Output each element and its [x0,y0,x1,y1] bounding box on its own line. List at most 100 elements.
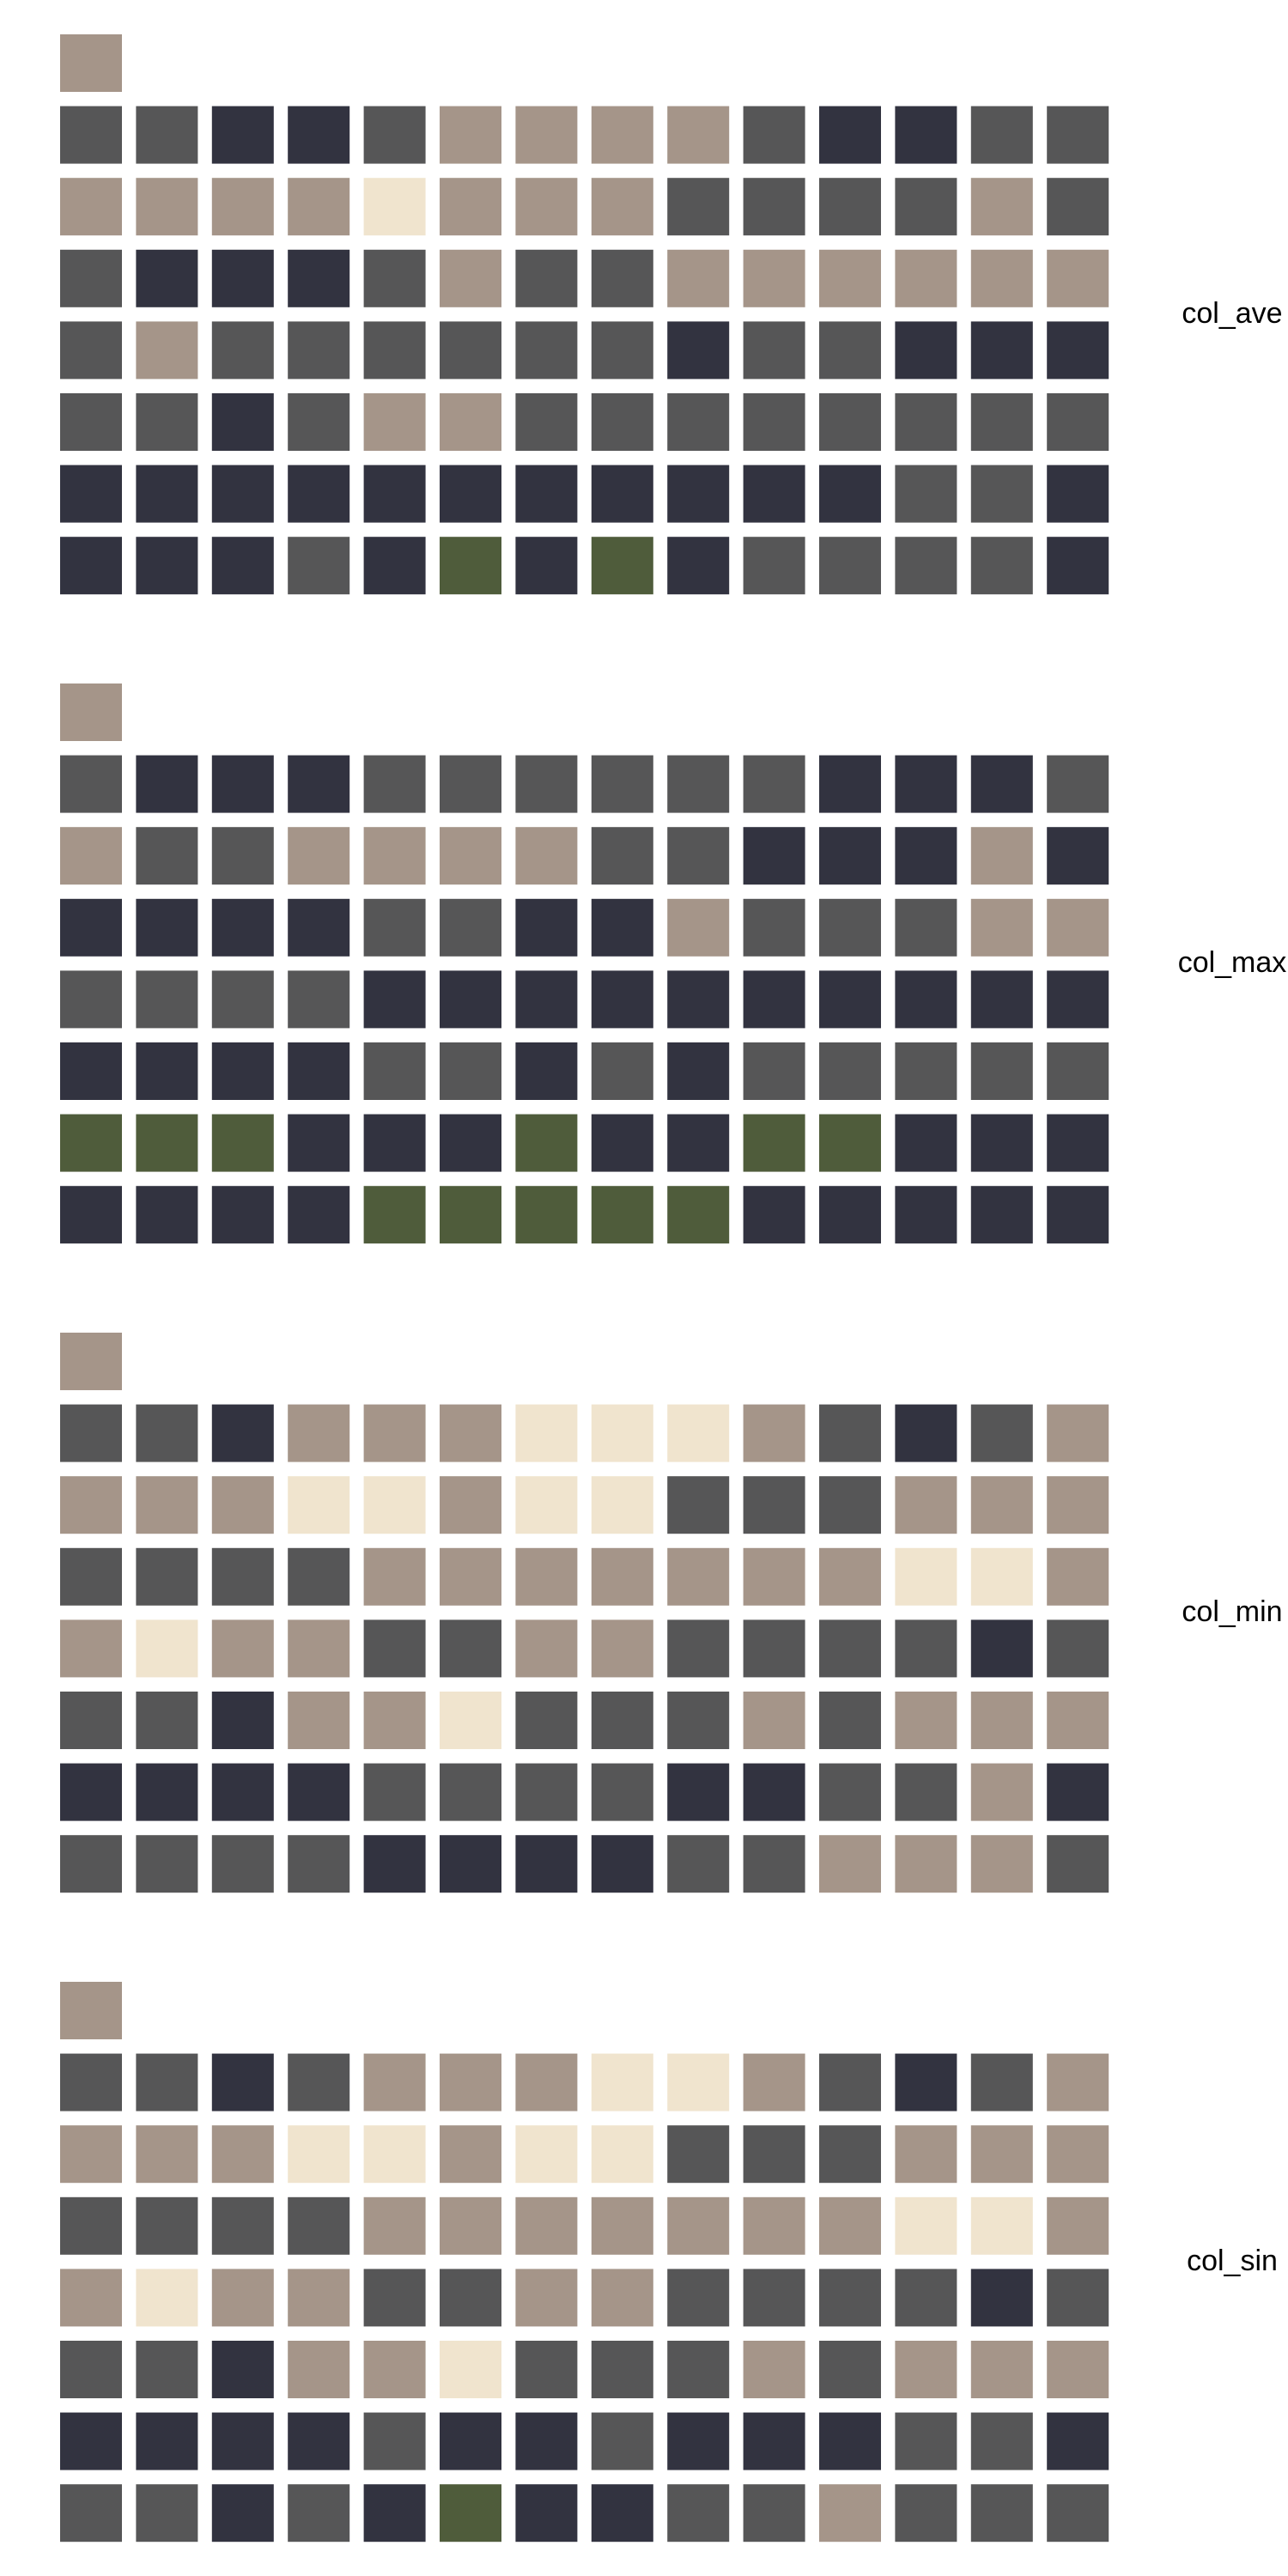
tile-col-max-r7-c3 [211,1186,274,1244]
tile-col-min-r3-c9 [667,1547,730,1606]
tile-col-ave-r5-c12 [895,393,957,451]
tile-col-sin-r5-c10 [743,2341,805,2398]
tile-col-max-r2-c10 [743,827,805,885]
tile-col-min-r7-c6 [440,1835,501,1893]
tile-col-sin-r2-c9 [667,2125,730,2184]
tile-col-ave-r1-c1 [60,106,122,164]
tile-col-min-r2-c6 [440,1476,501,1534]
tile-col-max-r6-c14 [1047,1114,1109,1172]
tile-col-min-r2-c8 [591,1476,653,1534]
tile-col-min-r4-c8 [591,1619,653,1678]
tile-col-max-r3-c8 [591,898,653,957]
tile-col-max-r5-c12 [895,1042,957,1100]
tile-col-min-r4-c9 [667,1619,730,1678]
tile-col-ave-r7-c4 [288,537,350,595]
tile-col-max-r6-c5 [363,1114,426,1172]
tile-col-min-r5-c14 [1047,1692,1109,1749]
tile-col-ave-r1-c9 [667,106,730,164]
tile-col-sin-r7-c7 [515,2484,578,2543]
tile-col-ave-r2-c10 [743,178,805,236]
tile-col-min-r2-c12 [895,1476,957,1534]
panel-col-ave [60,34,1109,595]
tile-col-ave-r4-c7 [515,321,578,380]
tile-col-sin-r6-c5 [363,2412,426,2470]
tile-col-max-r2-c14 [1047,827,1109,885]
tile-col-max-r1-c4 [288,755,350,813]
tile-col-sin-r2-c6 [440,2125,501,2184]
tile-col-max-r4-c5 [363,970,426,1029]
tile-col-sin-r3-c6 [440,2196,501,2255]
tile-col-ave-r7-c1 [60,537,122,595]
tile-col-ave-r2-c14 [1047,178,1109,236]
tile-col-min-r7-c10 [743,1835,805,1893]
tile-col-min-r4-c7 [515,1619,578,1678]
tile-col-max-r1-c5 [363,755,426,813]
tile-col-min-r6-c3 [211,1763,274,1821]
tile-col-min-r2-c7 [515,1476,578,1534]
tile-col-sin-r7-c5 [363,2484,426,2543]
tile-col-min-r6-c5 [363,1763,426,1821]
tile-col-max-r5-c9 [667,1042,730,1100]
tile-col-sin-r2-c14 [1047,2125,1109,2184]
tile-col-max-r3-c4 [288,898,350,957]
tile-col-sin-r1-c10 [743,2053,805,2111]
tile-col-ave-r3-c12 [895,249,957,307]
tile-col-max-r3-c12 [895,898,957,957]
tile-col-max-r5-c13 [970,1042,1033,1100]
tile-col-max-r6-c7 [515,1114,578,1172]
tile-col-sin-r6-c9 [667,2412,730,2470]
tile-col-max-r5-c7 [515,1042,578,1100]
tile-col-min-r5-c4 [288,1692,350,1749]
tile-col-max-r7-c6 [440,1186,501,1244]
tile-col-sin-r4-c6 [440,2269,501,2327]
tile-col-sin-r7-c6 [440,2484,501,2543]
tile-col-ave-r3-c2 [136,249,198,307]
tile-col-ave-r1-c13 [970,106,1033,164]
tile-col-sin-r7-c8 [591,2484,653,2543]
tile-col-sin-r5-c4 [288,2341,350,2398]
tile-col-min-r7-c11 [819,1835,881,1893]
tile-col-min-r7-c12 [895,1835,957,1893]
tile-col-sin-r3-c1 [60,2196,122,2255]
tile-col-sin-r5-c13 [970,2341,1033,2398]
tile-col-sin-r1-c3 [211,2053,274,2111]
tile-col-min-r6-c6 [440,1763,501,1821]
tile-col-min-r1-c3 [211,1404,274,1462]
tile-col-ave-r7-c14 [1047,537,1109,595]
tile-col-max-r3-c7 [515,898,578,957]
tile-col-ave-r5-c10 [743,393,805,451]
tile-col-max-r3-c13 [970,898,1033,957]
tile-col-min-r5-c10 [743,1692,805,1749]
tile-col-ave-r1-c7 [515,106,578,164]
tile-col-sin-r2-c12 [895,2125,957,2184]
tile-col-sin-r3-c4 [288,2196,350,2255]
tile-col-min-r1-c2 [136,1404,198,1462]
tile-col-max-r2-c8 [591,827,653,885]
tile-col-ave-r3-c9 [667,249,730,307]
tile-col-sin-r3-c11 [819,2196,881,2255]
tile-col-sin-r5-c6 [440,2341,501,2398]
tile-col-min-r5-c8 [591,1692,653,1749]
tile-col-max-r2-c1 [60,827,122,885]
tile-col-max-r5-c1 [60,1042,122,1100]
tile-col-sin-r1-c11 [819,2053,881,2111]
tile-col-ave-r6-c7 [515,465,578,523]
tile-col-sin-r3-c7 [515,2196,578,2255]
tile-col-max-r3-c9 [667,898,730,957]
tile-col-ave-r2-c11 [819,178,881,236]
tile-col-min-r3-c14 [1047,1547,1109,1606]
tile-col-sin-r6-c3 [211,2412,274,2470]
tile-col-min-r1-c11 [819,1404,881,1462]
tile-col-min-r1-c9 [667,1404,730,1462]
tile-col-min-r1-c12 [895,1404,957,1462]
tile-col-max-r1-c13 [970,755,1033,813]
tile-col-sin-r7-c12 [895,2484,957,2543]
tile-col-max-r7-c4 [288,1186,350,1244]
tile-col-min-r3-c8 [591,1547,653,1606]
tile-col-max-r7-c12 [895,1186,957,1244]
tile-col-ave-r1-c6 [440,106,501,164]
tile-col-min-r4-c10 [743,1619,805,1678]
header-tile-col-max [60,683,122,741]
tile-col-max-r2-c2 [136,827,198,885]
tile-col-max-r2-c12 [895,827,957,885]
